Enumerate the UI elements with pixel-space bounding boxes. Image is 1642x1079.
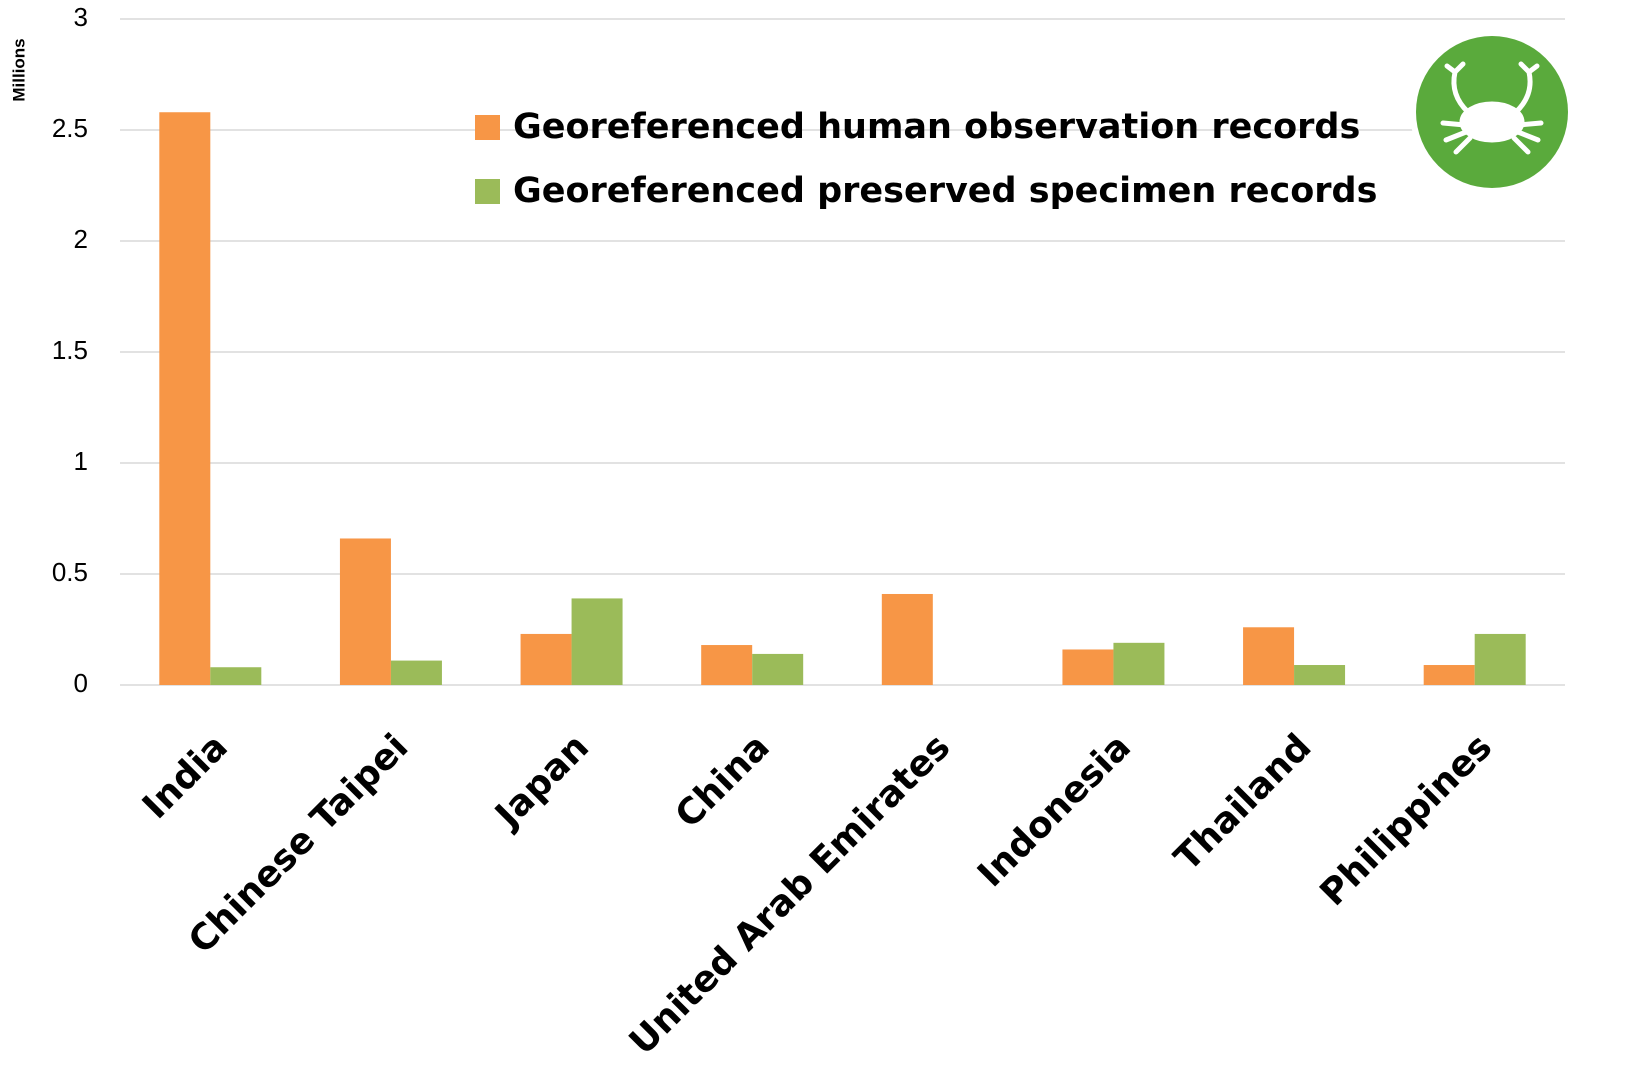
y-tick-label: 2.5 <box>52 113 88 143</box>
bar <box>1113 642 1165 685</box>
logo <box>1410 30 1574 194</box>
bar <box>571 598 623 685</box>
legend-label: Georeferenced human observation records <box>513 107 1360 147</box>
bar <box>701 645 753 685</box>
x-tick-label: Philippines <box>1312 726 1500 914</box>
x-tick-label: Japan <box>486 726 597 837</box>
x-tick-label: United Arab Emirates <box>622 726 959 1063</box>
bar <box>520 633 572 685</box>
bar <box>159 112 211 686</box>
bar <box>1423 665 1475 685</box>
bar <box>210 667 262 685</box>
bar <box>1243 627 1295 685</box>
y-tick-label: 3 <box>74 2 88 32</box>
legend-swatch <box>475 115 500 140</box>
x-tick-label: Indonesia <box>970 726 1139 895</box>
y-tick-label: 1 <box>74 446 88 476</box>
x-tick-label: India <box>135 726 236 827</box>
bar <box>390 660 442 685</box>
bar <box>1062 649 1114 685</box>
bar <box>1474 633 1526 685</box>
bar <box>881 593 933 685</box>
y-tick-label: 0.5 <box>52 557 88 587</box>
y-axis-label: Millions <box>9 38 28 101</box>
y-tick-label: 0 <box>74 668 88 698</box>
y-tick-label: 2 <box>74 224 88 254</box>
x-tick-label: Thailand <box>1167 726 1320 879</box>
legend-label: Georeferenced preserved specimen records <box>513 171 1377 211</box>
crab-icon <box>1440 61 1544 155</box>
bar <box>339 538 391 685</box>
y-tick-label: 1.5 <box>52 335 88 365</box>
x-tick-label: China <box>668 726 778 836</box>
bar <box>1294 665 1346 685</box>
bar <box>752 653 804 685</box>
legend-swatch <box>475 179 500 204</box>
